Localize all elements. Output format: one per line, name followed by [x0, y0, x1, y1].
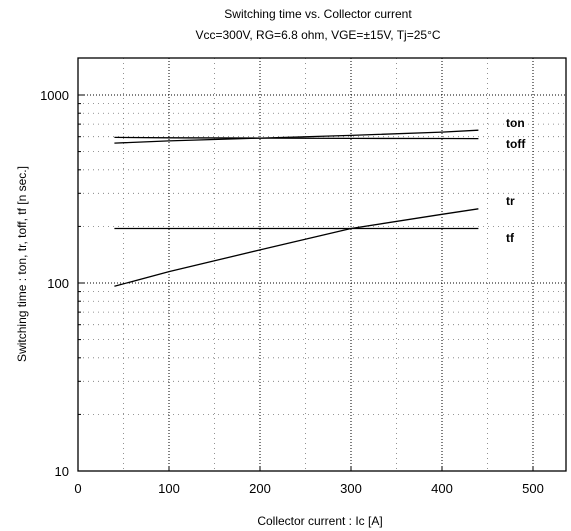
data-curves — [114, 129, 479, 287]
x-axis-ticks: 0 100 200 300 400 500 — [74, 466, 544, 496]
series-label-tf: tf — [506, 231, 515, 245]
series-line-ton — [114, 129, 479, 144]
series-label-ton: ton — [506, 116, 525, 130]
series-labels: ton toff tr tf — [506, 116, 526, 245]
x-tick-label: 200 — [249, 481, 271, 496]
y-axis-label: Switching time : ton, tr, toff, tf [n se… — [15, 166, 29, 362]
x-tick-label: 500 — [522, 481, 544, 496]
y-tick-label: 1000 — [40, 88, 69, 103]
plot-frame — [77, 57, 567, 472]
minor-gridlines — [78, 58, 566, 471]
x-tick-label: 400 — [431, 481, 453, 496]
series-line-tr — [114, 208, 479, 287]
y-axis-ticks: 10 100 1000 — [40, 88, 84, 479]
series-line-toff — [114, 136, 479, 140]
major-gridlines — [78, 58, 566, 471]
x-tick-label: 300 — [340, 481, 362, 496]
x-tick-label: 0 — [74, 481, 81, 496]
chart-subtitle: Vcc=300V, RG=6.8 ohm, VGE=±15V, Tj=25°C — [195, 28, 440, 42]
chart-title: Switching time vs. Collector current — [224, 7, 412, 21]
x-axis-label: Collector current : Ic [A] — [257, 514, 382, 528]
y-tick-label: 10 — [55, 464, 69, 479]
y-tick-label: 100 — [47, 276, 69, 291]
x-tick-label: 100 — [158, 481, 180, 496]
series-label-toff: toff — [506, 137, 526, 151]
series-label-tr: tr — [506, 194, 515, 208]
